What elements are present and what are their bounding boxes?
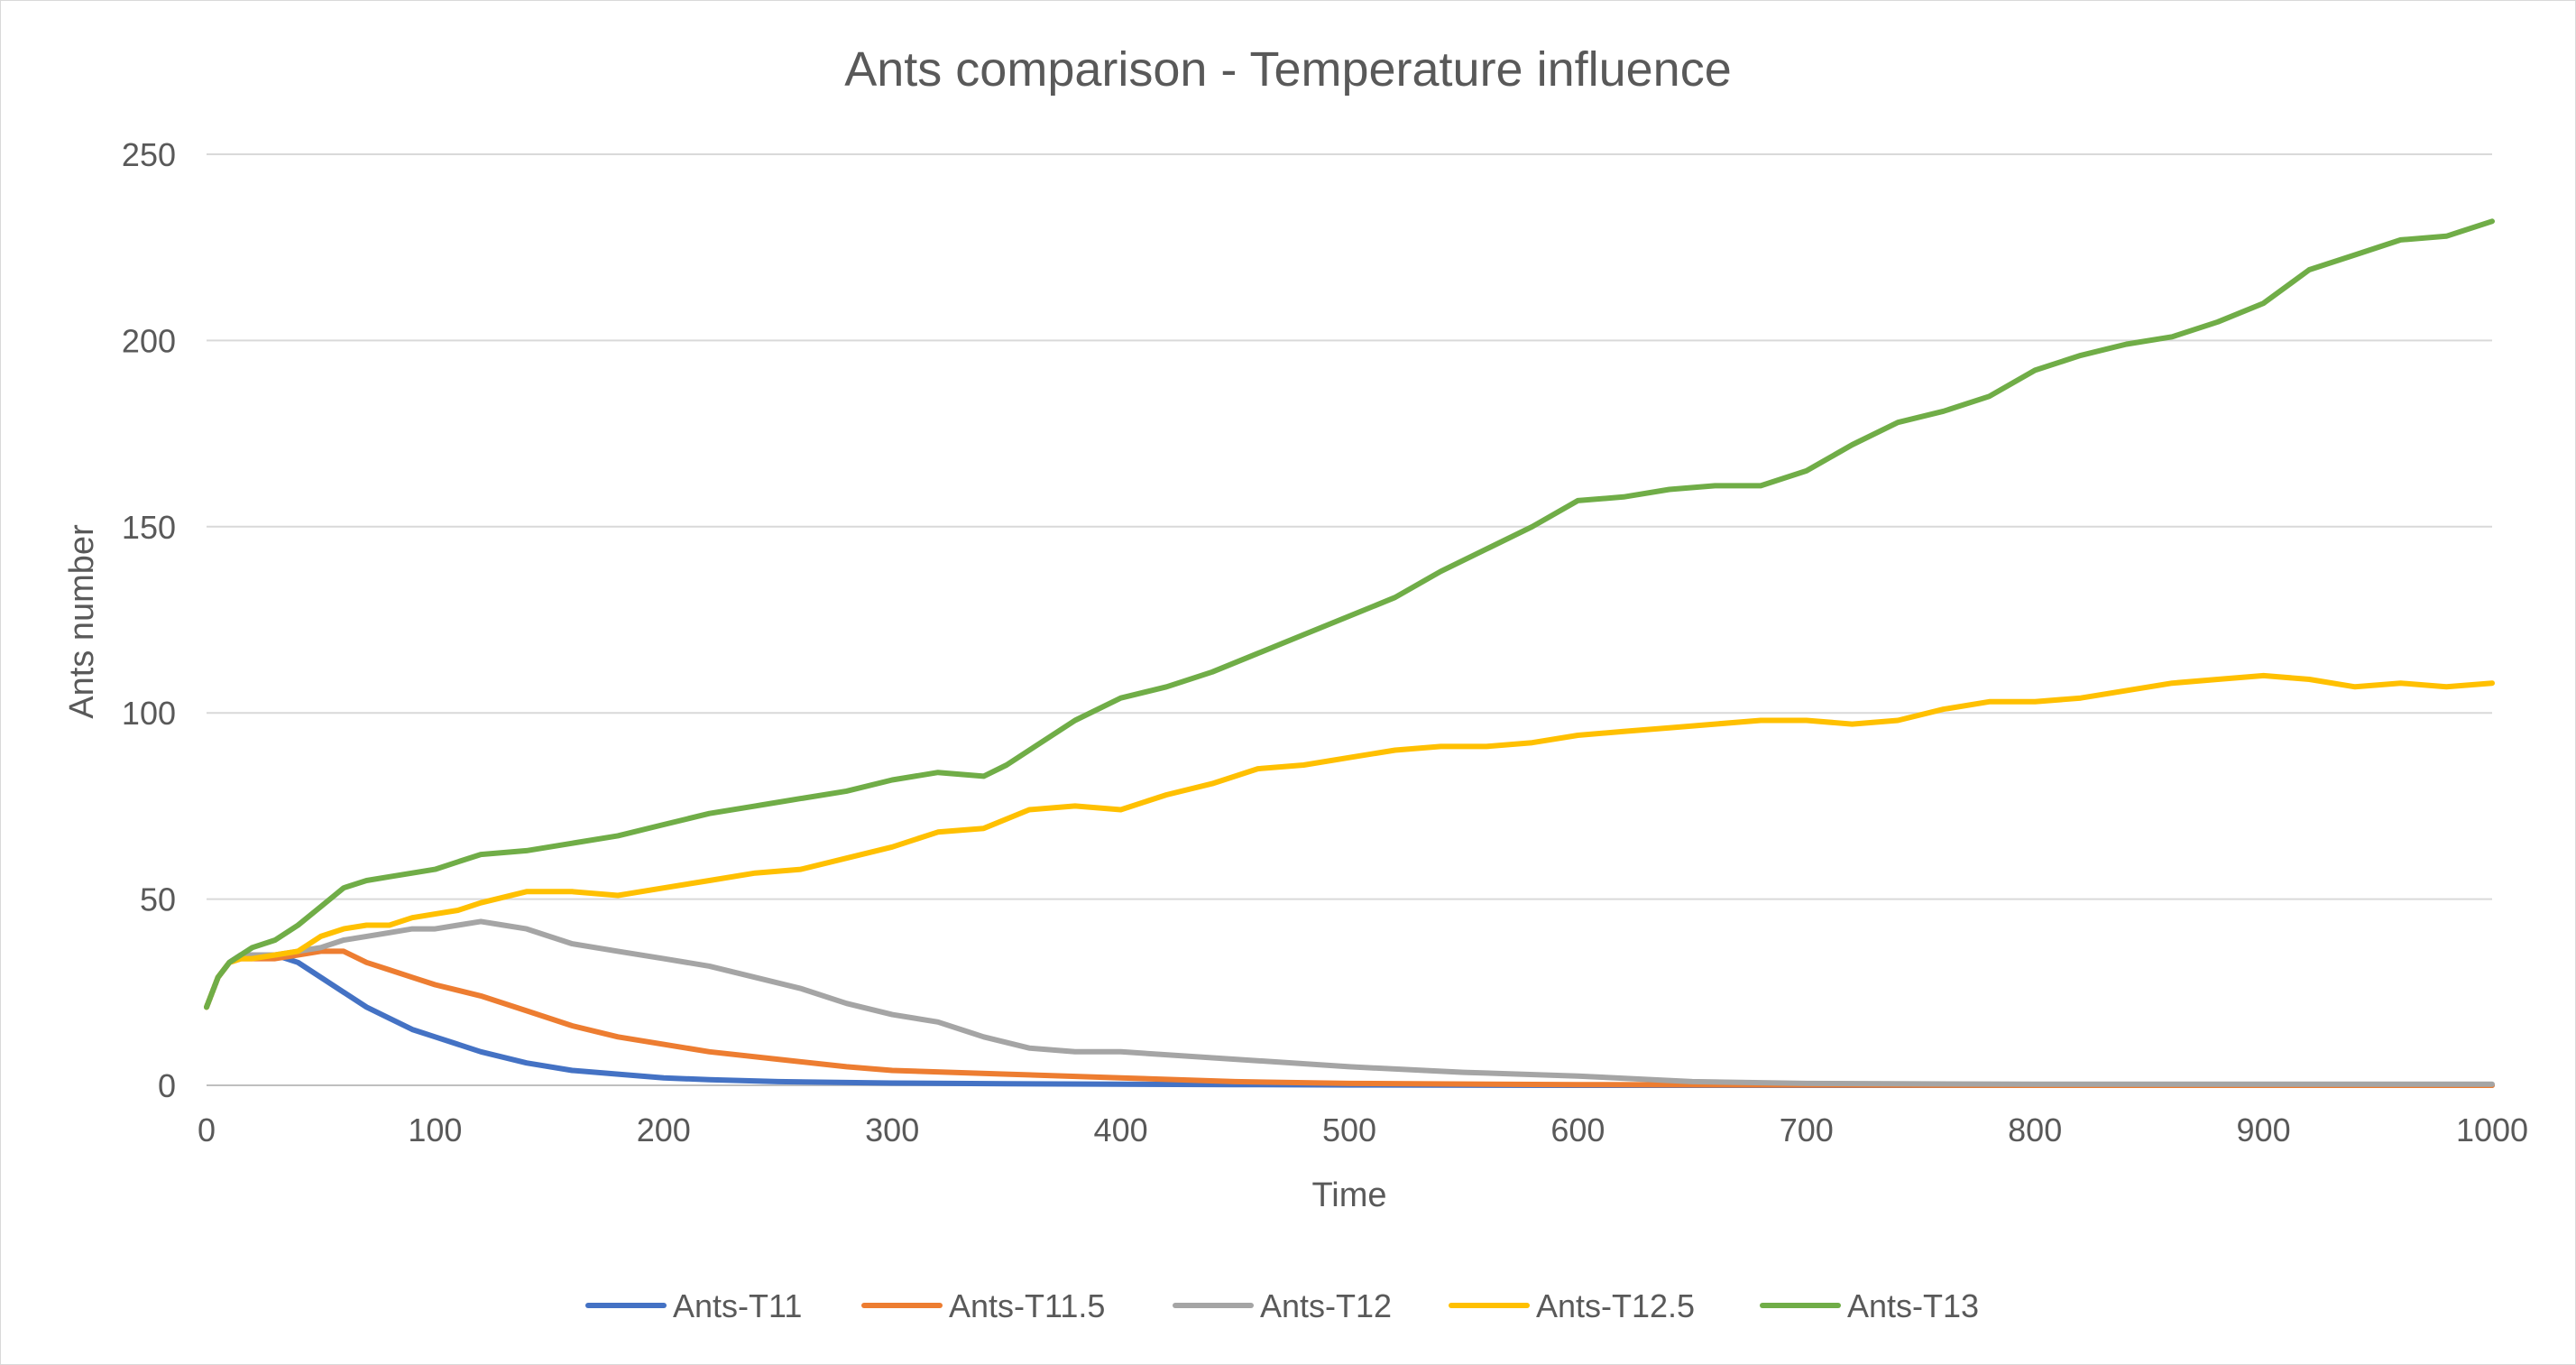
x-axis-ticks: 0 100 200 300 400 500 600 700 800 900 1000 [198, 1111, 2528, 1148]
legend-item: Ants-T11.5 [861, 1287, 1105, 1324]
legend-label: Ants-T11.5 [949, 1287, 1105, 1324]
legend-label: Ants-T12 [1260, 1287, 1392, 1324]
x-tick-label: 800 [2008, 1111, 2062, 1148]
x-tick-label: 400 [1094, 1111, 1148, 1148]
x-tick-label: 900 [2237, 1111, 2291, 1148]
y-tick-label: 200 [122, 322, 176, 359]
legend: Ants-T11 Ants-T11.5 Ants-T12 Ants-T12.5 Ants… [585, 1287, 1979, 1324]
legend-label: Ants-T13 [1847, 1287, 1979, 1324]
y-tick-label: 100 [122, 695, 176, 732]
legend-item: Ants-T12.5 [1449, 1287, 1695, 1324]
x-tick-label: 700 [1780, 1111, 1834, 1148]
series-lines [204, 218, 2495, 1088]
y-tick-label: 150 [122, 509, 176, 546]
series-line-ants-t11-5 [204, 948, 2495, 1088]
series-line-ants-t12-5 [204, 672, 2495, 1010]
series-line-ants-t12 [204, 918, 2495, 1087]
x-tick-label: 0 [198, 1111, 216, 1148]
x-tick-label: 100 [408, 1111, 462, 1148]
y-tick-label: 250 [122, 136, 176, 173]
x-axis-title: Time [1311, 1176, 1386, 1214]
legend-item: Ants-T11 [585, 1287, 802, 1324]
legend-item: Ants-T12 [1173, 1287, 1392, 1324]
legend-label: Ants-T12.5 [1536, 1287, 1695, 1324]
x-tick-label: 500 [1322, 1111, 1376, 1148]
legend-item: Ants-T13 [1760, 1287, 1979, 1324]
y-axis-title: Ants number [63, 524, 101, 719]
x-tick-label: 600 [1550, 1111, 1605, 1148]
x-tick-label: 200 [637, 1111, 691, 1148]
y-axis-ticks: 0 50 100 150 200 250 [122, 136, 176, 1104]
y-tick-label: 0 [158, 1067, 176, 1104]
x-tick-label: 1000 [2456, 1111, 2528, 1148]
legend-label: Ants-T11 [673, 1287, 802, 1324]
chart-title: Ants comparison - Temperature influence [844, 42, 1732, 97]
series-line-ants-t13 [204, 218, 2495, 1010]
y-tick-label: 50 [140, 881, 176, 918]
gridlines [207, 153, 2492, 900]
x-tick-label: 300 [865, 1111, 919, 1148]
